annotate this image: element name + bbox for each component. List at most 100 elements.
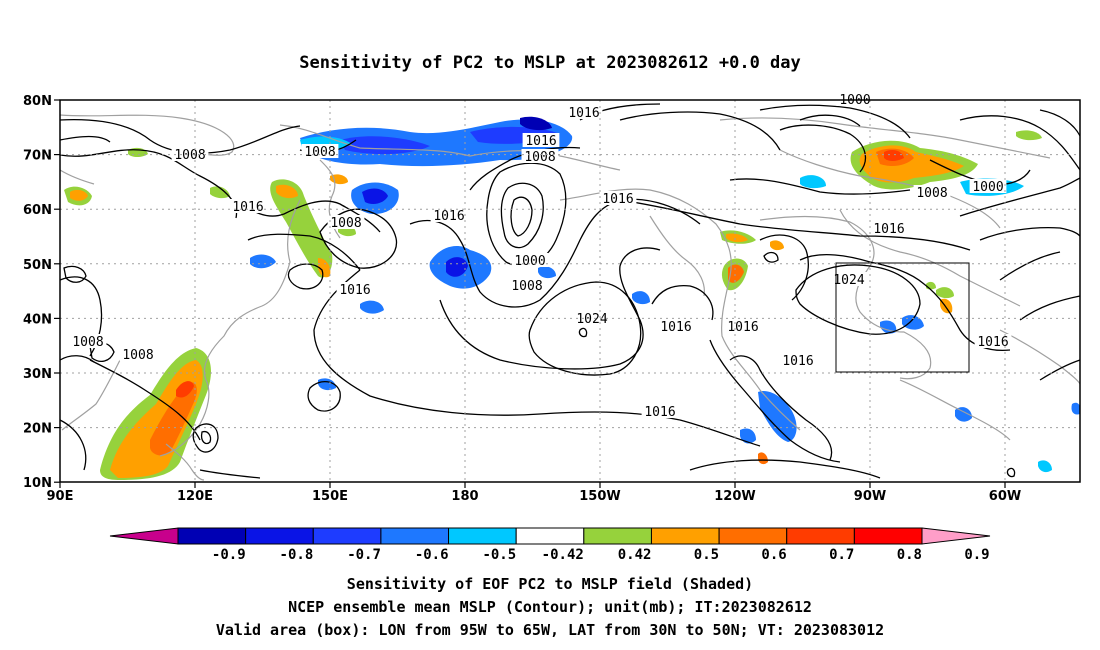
colorbar-label: 0.8	[897, 547, 922, 563]
contour-label-bg	[521, 149, 559, 163]
lon-tick-label: 60W	[989, 489, 1021, 504]
contour-label-bg	[870, 221, 908, 235]
lat-tick-label: 40N	[23, 312, 52, 327]
contour-label-bg	[430, 208, 468, 222]
lon-tick-label: 90E	[47, 489, 74, 504]
colorbar-box	[583, 527, 652, 545]
lat-tick-label: 50N	[23, 258, 52, 273]
lon-tick-label: 90W	[854, 489, 886, 504]
footer-line-3: Valid area (box): LON from 95W to 65W, L…	[216, 621, 884, 639]
contour-label: 1000	[972, 180, 1003, 195]
map-title: Sensitivity of PC2 to MSLP at 2023082612…	[299, 53, 801, 73]
longitude-axis: 90E 120E 150E 180 150W 120W 90W 60W	[47, 482, 1021, 504]
lat-tick-label: 70N	[23, 149, 52, 164]
contour-label: 1008	[511, 279, 542, 294]
contour-label: 1016	[727, 320, 758, 335]
gridlines	[60, 100, 1080, 482]
contour-label-bg	[327, 215, 365, 229]
lon-tick-label: 120W	[714, 489, 755, 504]
colorbar-label: 0.42	[618, 547, 652, 563]
contour-label: 1016	[602, 192, 633, 207]
footer-line-1: Sensitivity of EOF PC2 to MSLP field (Sh…	[347, 575, 753, 593]
lon-tick-label: 120E	[177, 489, 213, 504]
contour-label-bg	[336, 282, 374, 296]
valid-area-box	[835, 262, 970, 373]
contour-label-bg	[913, 185, 951, 199]
contour-labels: 1016101610081000100810161008101610161008…	[69, 92, 1012, 420]
colorbar-label: -0.6	[415, 547, 449, 563]
colorbar-label: -0.5	[482, 547, 516, 563]
contour-label: 1016	[644, 405, 675, 420]
contour-label: 1024	[833, 273, 864, 288]
colorbar-box	[177, 527, 247, 545]
lon-tick-label: 150E	[312, 489, 348, 504]
contour-label-bg	[836, 92, 874, 106]
contour-label: 1008	[174, 148, 205, 163]
contour-label-bg	[511, 253, 549, 267]
colorbar-label: 0.9	[964, 547, 989, 563]
contour-label-bg	[974, 334, 1012, 348]
contour-label: 1016	[525, 134, 556, 149]
contour-label: 1008	[72, 335, 103, 350]
colorbar-box	[786, 527, 855, 545]
contour-label-bg	[830, 272, 868, 286]
contour-label-bg	[171, 147, 209, 161]
colorbar-label: -0.42	[542, 547, 584, 563]
contour-label: 1016	[568, 106, 599, 121]
contour-label-bg	[599, 191, 637, 205]
contour-label-bg	[565, 105, 603, 119]
contour-label: 1016	[232, 200, 263, 215]
contour-label: 1016	[977, 335, 1008, 350]
latitude-axis: 80N 70N 60N 50N 40N 30N 20N 10N	[23, 94, 60, 491]
coastlines	[59, 114, 1081, 481]
colorbar-box	[515, 527, 585, 545]
colorbar-label: -0.8	[280, 547, 314, 563]
colorbar-min-triangle	[109, 527, 179, 545]
contour-label-bg	[969, 179, 1007, 193]
map-frame	[59, 99, 1081, 483]
contour-label-bg	[573, 311, 611, 325]
colorbar-label: 0.7	[829, 547, 854, 563]
contour-label-bg	[229, 199, 267, 213]
contour-label: 1000	[514, 254, 545, 269]
contour-label-bg	[119, 347, 157, 361]
colorbar-label: -0.9	[212, 547, 246, 563]
contour-label: 1008	[330, 216, 361, 231]
contour-label-bg	[657, 319, 695, 333]
lat-tick-label: 80N	[23, 94, 52, 109]
contour-label-bg	[641, 404, 679, 418]
lat-tick-label: 30N	[23, 367, 52, 382]
contour-label: 1016	[782, 354, 813, 369]
colorbar-box	[312, 527, 382, 545]
contour-label: 1008	[304, 145, 335, 160]
contour-label: 1016	[660, 320, 691, 335]
contour-label: 1016	[873, 222, 904, 237]
lat-tick-label: 20N	[23, 422, 52, 437]
contour-label: 1016	[339, 283, 370, 298]
colorbar-max-triangle	[921, 527, 991, 545]
colorbar-box	[718, 527, 788, 545]
contour-label: 1008	[122, 348, 153, 363]
colorbar-box	[650, 527, 720, 545]
contour-label: 1024	[576, 312, 607, 327]
colorbar-label: 0.5	[694, 547, 719, 563]
contour-label-bg	[301, 144, 339, 158]
colorbar-box	[853, 527, 923, 545]
colorbar-box	[380, 527, 450, 545]
lon-tick-label: 180	[451, 489, 478, 504]
contour-label: 1008	[916, 186, 947, 201]
lat-tick-label: 60N	[23, 203, 52, 218]
colorbar-box	[448, 527, 517, 545]
colorbar-box	[245, 527, 314, 545]
colorbar: -0.9 -0.8 -0.7 -0.6 -0.5 -0.42 0.42 0.5 0.6 0.7 0.…	[109, 527, 991, 563]
contour-label-bg	[508, 278, 546, 292]
contour-label: 1008	[524, 150, 555, 165]
colorbar-label: 0.6	[761, 547, 786, 563]
lon-tick-label: 150W	[579, 489, 620, 504]
sensitivity-shading	[64, 116, 1081, 480]
footer-line-2: NCEP ensemble mean MSLP (Contour); unit(…	[288, 598, 812, 616]
contour-label: 1016	[433, 209, 464, 224]
lat-tick-label: 10N	[23, 476, 52, 491]
contour-label-bg	[724, 319, 762, 333]
